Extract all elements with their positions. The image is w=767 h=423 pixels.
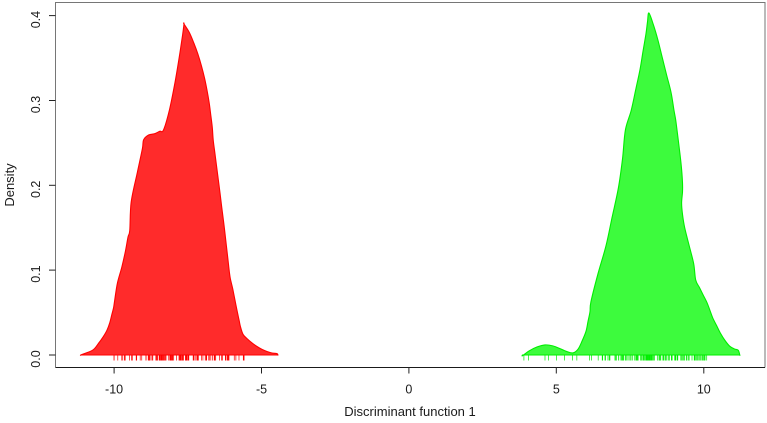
- svg-text:0.3: 0.3: [29, 96, 43, 113]
- svg-text:-5: -5: [256, 383, 267, 397]
- svg-text:10: 10: [697, 383, 711, 397]
- svg-text:5: 5: [553, 383, 560, 397]
- svg-text:0.2: 0.2: [29, 181, 43, 198]
- svg-text:0.0: 0.0: [29, 350, 43, 367]
- svg-text:0.4: 0.4: [29, 11, 43, 28]
- svg-text:Density: Density: [2, 163, 17, 207]
- svg-text:Discriminant function 1: Discriminant function 1: [344, 404, 476, 419]
- svg-text:0: 0: [405, 383, 412, 397]
- svg-text:0.1: 0.1: [29, 265, 43, 282]
- svg-text:-10: -10: [105, 383, 123, 397]
